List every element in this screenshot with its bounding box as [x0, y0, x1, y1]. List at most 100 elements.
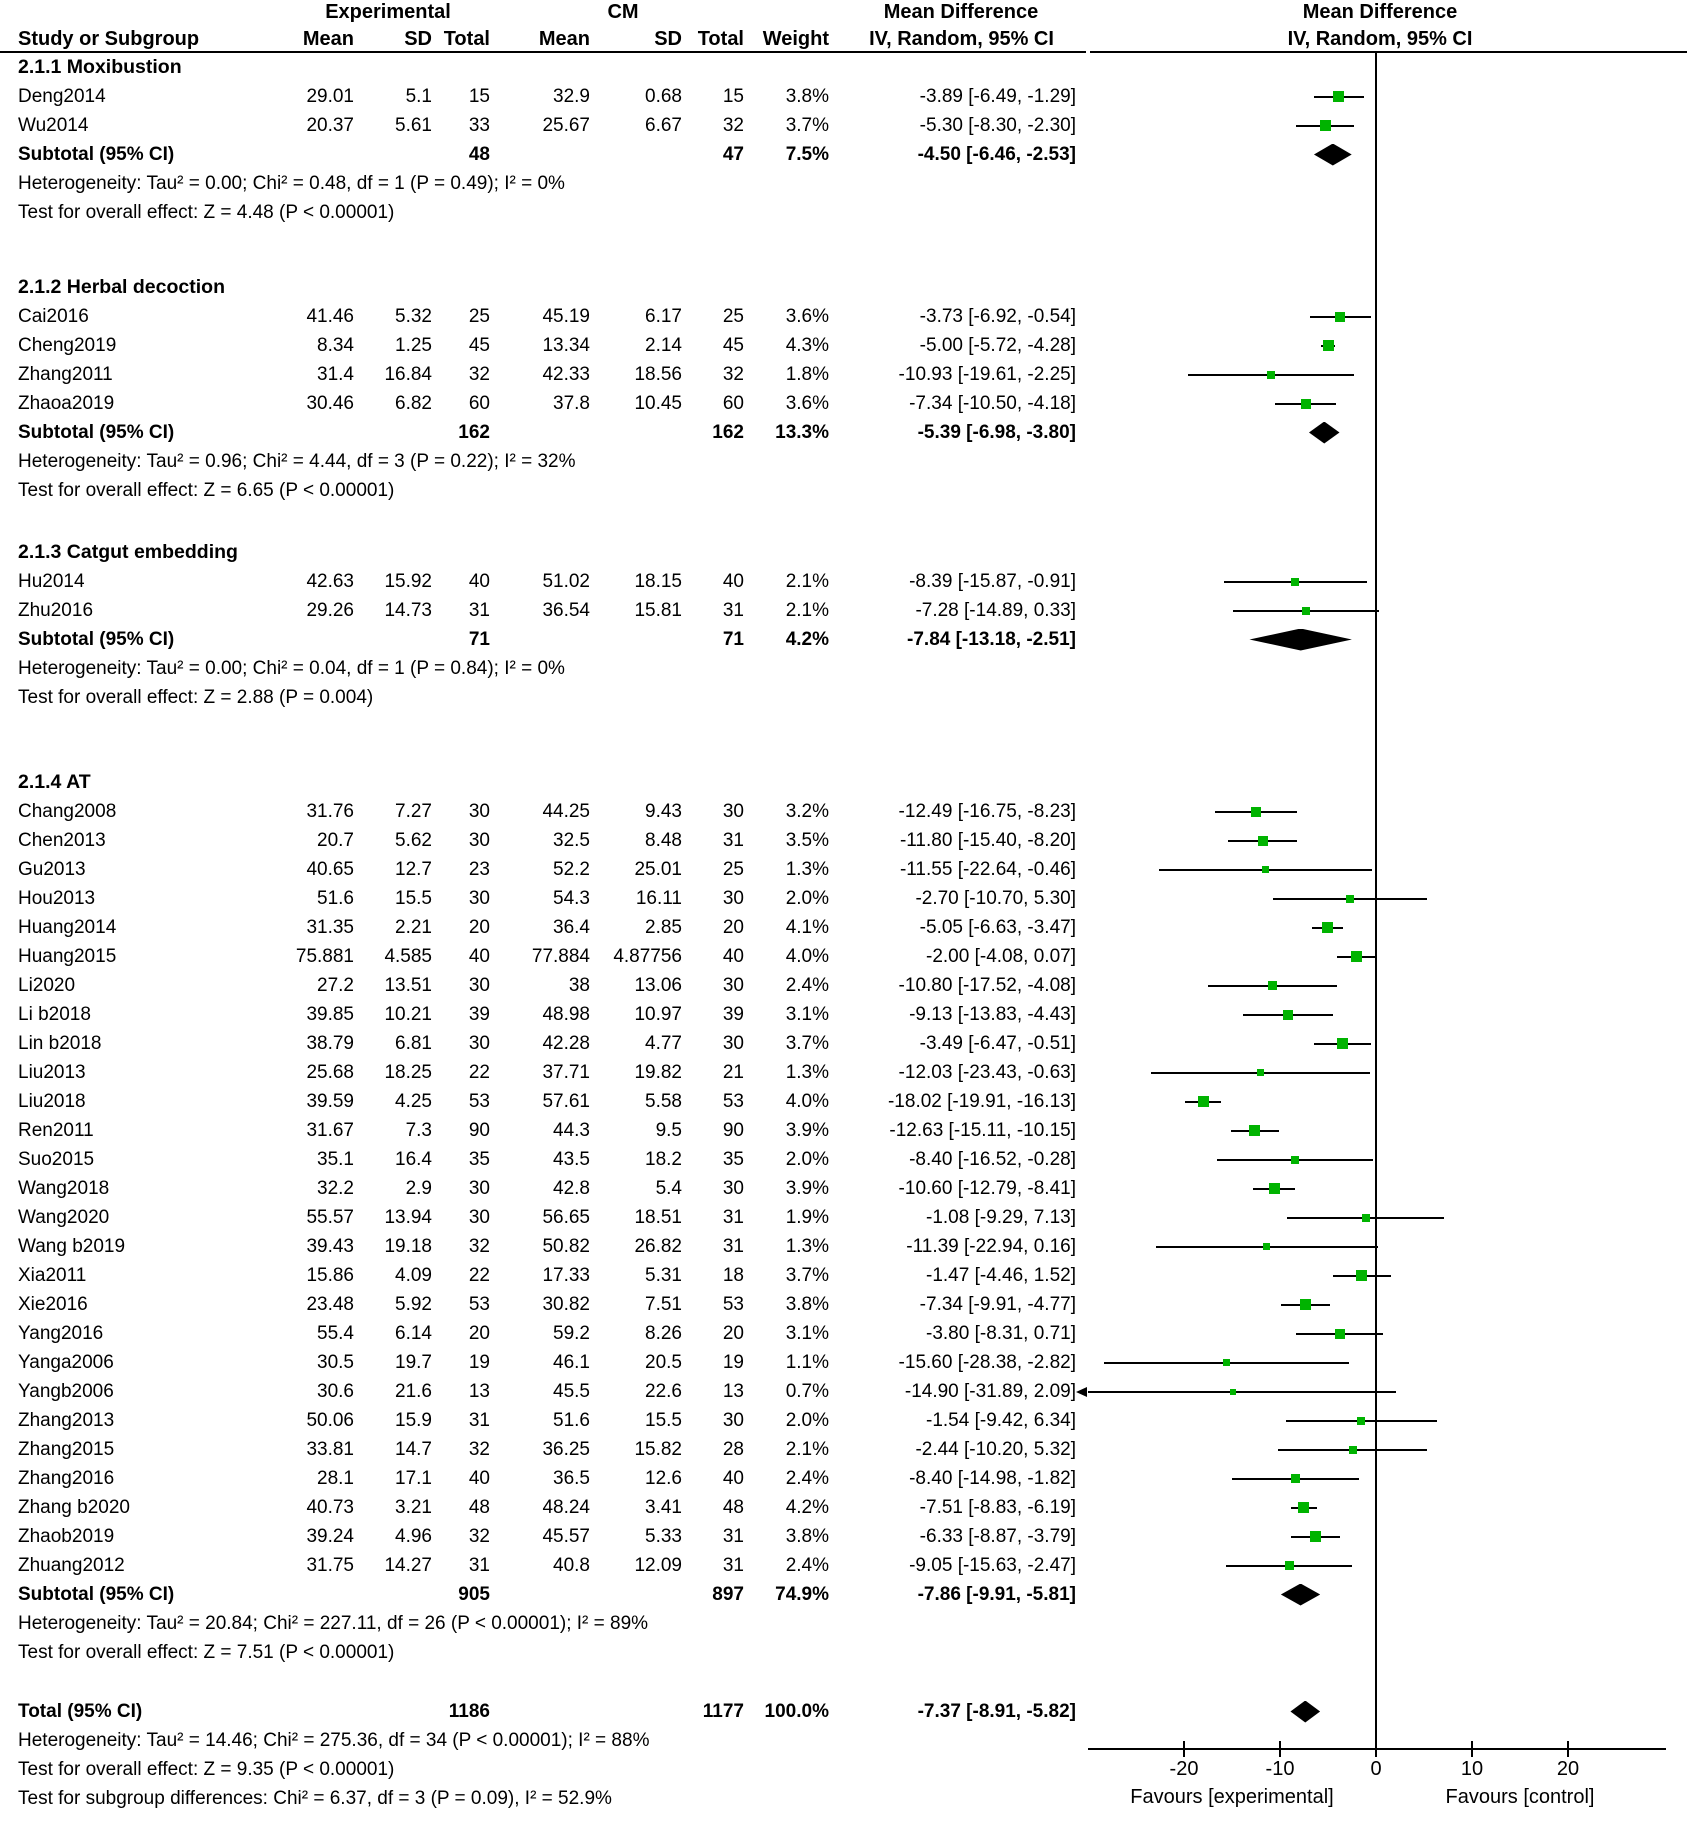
exp-sd: 6.81 [395, 1033, 432, 1054]
cm-sd: 0.68 [645, 86, 682, 107]
exp-mean: 42.63 [306, 571, 354, 592]
study-name: Wang b2019 [18, 1236, 126, 1257]
cm-mean: 44.25 [542, 801, 590, 822]
subtotal-row: Subtotal (95% CI) 48 47 7.5% -4.50 [-6.46, -… [0, 140, 1687, 169]
cm-total: 20 [722, 1323, 744, 1344]
cm-total: 31 [722, 600, 744, 621]
study-name: Xie2016 [18, 1294, 88, 1315]
ci-text: -7.34 [-10.50, -4.18] [909, 393, 1076, 414]
cm-total: 30 [722, 801, 744, 822]
exp-total: 32 [468, 364, 490, 385]
confidence-interval-line [1291, 1506, 1317, 1509]
point-estimate-marker [1300, 1299, 1312, 1310]
cm-sd: 5.33 [645, 1526, 682, 1547]
exp-mean: 39.43 [306, 1236, 354, 1257]
group-spacer [0, 227, 1687, 273]
ci-text: -10.80 [-17.52, -4.08] [898, 975, 1076, 996]
weight-value: 2.0% [785, 1410, 829, 1431]
cm-mean: 36.54 [542, 600, 590, 621]
weight-value: 3.5% [785, 830, 829, 851]
exp-mean: 15.86 [306, 1265, 354, 1286]
study-row: Yang2016 55.4 6.14 20 59.2 8.26 20 3.1% -3.80 [-… [0, 1319, 1687, 1348]
study-row: Liu2018 39.59 4.25 53 57.61 5.58 53 4.0% -18.02 … [0, 1087, 1687, 1116]
study-name: Chang2008 [18, 801, 117, 822]
cm-mean: 54.3 [553, 888, 590, 909]
exp-mean-header: Mean [302, 28, 354, 50]
confidence-interval-line [1321, 344, 1335, 347]
study-name: Zhu2016 [18, 600, 94, 621]
confidence-interval-line [1243, 1013, 1334, 1016]
cm-mean: 56.65 [542, 1207, 590, 1228]
cm-mean: 42.33 [542, 364, 590, 385]
cm-total: 25 [722, 306, 744, 327]
weight-value: 2.1% [785, 600, 829, 621]
pooled-effect-diamond [1290, 1700, 1321, 1723]
exp-sd: 6.14 [395, 1323, 432, 1344]
point-estimate-marker [1251, 806, 1262, 817]
ci-text: -3.89 [-6.49, -1.29] [919, 86, 1076, 107]
study-row: Lin b2018 38.79 6.81 30 42.28 4.77 30 3.7% -3.49… [0, 1029, 1687, 1058]
ci-text: -11.55 [-22.64, -0.46] [899, 859, 1076, 880]
weight-value: 1.1% [785, 1352, 829, 1373]
axis-tick [1279, 1741, 1281, 1757]
cm-sd: 15.82 [634, 1439, 682, 1460]
cm-mean: 25.67 [542, 115, 590, 136]
axis-tick [1375, 1741, 1377, 1757]
exp-total: 23 [468, 859, 490, 880]
study-name: Wu2014 [18, 115, 89, 136]
study-row: Chen2013 20.7 5.62 30 32.5 8.48 31 3.5% -11.80 [… [0, 826, 1687, 855]
cm-mean: 44.3 [553, 1120, 590, 1141]
ci-text: -2.44 [-10.20, 5.32] [915, 1439, 1076, 1460]
exp-sd: 19.7 [395, 1352, 432, 1373]
overall-effect-note: Test for overall effect: Z = 6.65 (P < 0… [18, 480, 395, 501]
cm-mean: 32.9 [553, 86, 590, 107]
pooled-effect-diamond [1249, 628, 1352, 651]
study-row: Zhu2016 29.26 14.73 31 36.54 15.81 31 2.1% -7.28… [0, 596, 1687, 625]
study-name: Suo2015 [18, 1149, 95, 1170]
study-row: Wu2014 20.37 5.61 33 25.67 6.67 32 3.7% -5.30 [-… [0, 111, 1687, 140]
heterogeneity-note: Heterogeneity: Tau² = 20.84; Chi² = 227.… [18, 1613, 649, 1634]
exp-sd: 4.96 [395, 1526, 432, 1547]
confidence-interval-line [1155, 1245, 1378, 1248]
study-name: Zhaoa2019 [18, 393, 115, 414]
study-row: Cheng2019 8.34 1.25 45 13.34 2.14 45 4.3% -5.00 … [0, 331, 1687, 360]
ci-text: -8.39 [-15.87, -0.91] [909, 571, 1076, 592]
weight-value: 4.3% [785, 335, 829, 356]
confidence-interval-line [1207, 984, 1337, 987]
x-axis-line [1088, 1748, 1666, 1750]
axis-tick-label: 0 [1370, 1758, 1382, 1780]
cm-total: 30 [722, 1178, 744, 1199]
table-header-columns: Study or Subgroup Mean SD Total Mean SD … [0, 26, 1687, 53]
ci-text: -5.30 [-8.30, -2.30] [919, 115, 1076, 136]
cm-total: 30 [722, 1033, 744, 1054]
subgroup-differences-note: Test for subgroup differences: Chi² = 6.… [18, 1788, 612, 1809]
point-estimate-marker [1298, 1502, 1310, 1513]
point-estimate-marker [1309, 1531, 1321, 1542]
study-column-header: Study or Subgroup [18, 28, 200, 50]
cm-total: 39 [722, 1004, 744, 1025]
study-name: Zhaob2019 [18, 1526, 115, 1547]
exp-total: 45 [468, 335, 490, 356]
confidence-interval-line [1103, 1361, 1349, 1364]
exp-total: 30 [468, 1207, 490, 1228]
ci-text: -7.84 [-13.18, -2.51] [907, 629, 1076, 650]
exp-total: 20 [468, 1323, 490, 1344]
exp-mean: 51.6 [317, 888, 354, 909]
cm-total: 53 [722, 1091, 744, 1112]
weight-value: 1.3% [785, 1062, 829, 1083]
weight-value: 3.6% [785, 306, 829, 327]
cm-total: 53 [722, 1294, 744, 1315]
exp-mean: 8.34 [317, 335, 354, 356]
weight-value: 4.0% [785, 946, 829, 967]
exp-sd: 4.585 [384, 946, 432, 967]
study-name: Yangb2006 [18, 1381, 114, 1402]
cm-sd: 5.4 [655, 1178, 682, 1199]
exp-sd: 13.51 [384, 975, 432, 996]
ci-text: -1.54 [-9.42, 6.34] [926, 1410, 1076, 1431]
exp-sd: 5.92 [395, 1294, 432, 1315]
study-name: Li b2018 [18, 1004, 91, 1025]
cm-sd: 4.87756 [613, 946, 682, 967]
ci-text: -9.13 [-13.83, -4.43] [909, 1004, 1076, 1025]
point-estimate-marker [1268, 1183, 1280, 1194]
point-estimate-marker [1222, 1359, 1230, 1366]
